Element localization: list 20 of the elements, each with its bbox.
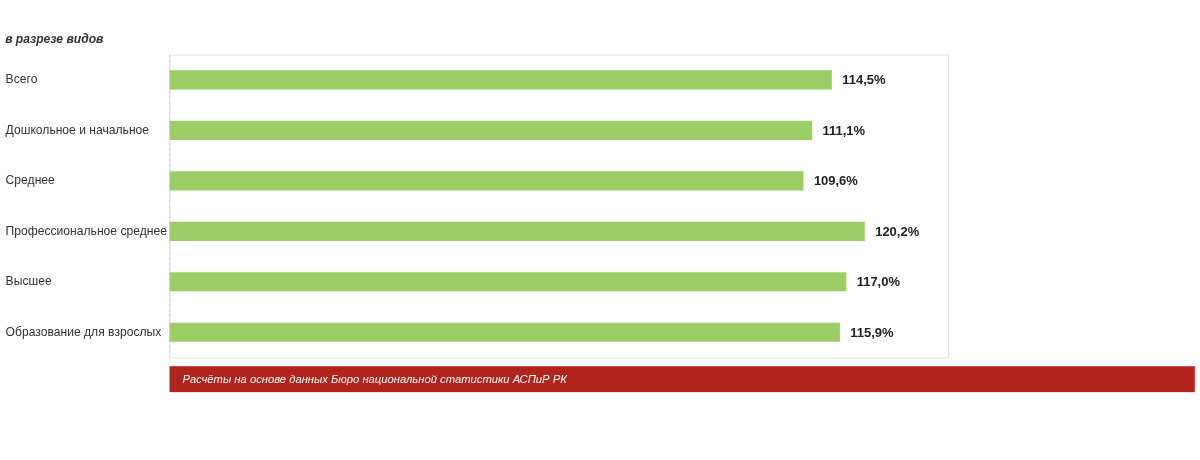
bar xyxy=(169,272,847,292)
y-tick-label: Дошкольное и начальное xyxy=(5,122,150,137)
text: Расчёты на основе данных Бюро национальной статистики АСПиР РК xyxy=(182,372,569,385)
bar xyxy=(169,120,813,140)
y-tick-label: Профессиональное среднее xyxy=(5,223,168,238)
bar xyxy=(169,70,832,90)
bar xyxy=(169,171,804,191)
y-tick-label: Всего xyxy=(5,72,38,87)
data-label: 114,5% xyxy=(842,72,886,88)
y-tick-label: Среднее xyxy=(5,173,56,188)
data-label: 115,9% xyxy=(850,324,895,340)
data-label: 111,1% xyxy=(822,122,866,138)
y-tick-label: Высшее xyxy=(5,274,52,289)
y-tick-label: Образование для взрослых xyxy=(5,324,162,339)
bar xyxy=(169,221,865,241)
data-label: 109,6% xyxy=(813,173,859,189)
data-label: 117,0% xyxy=(856,274,901,290)
text: в разрезе видов xyxy=(5,31,104,46)
bar xyxy=(169,322,840,342)
data-label: 120,2% xyxy=(875,223,920,239)
